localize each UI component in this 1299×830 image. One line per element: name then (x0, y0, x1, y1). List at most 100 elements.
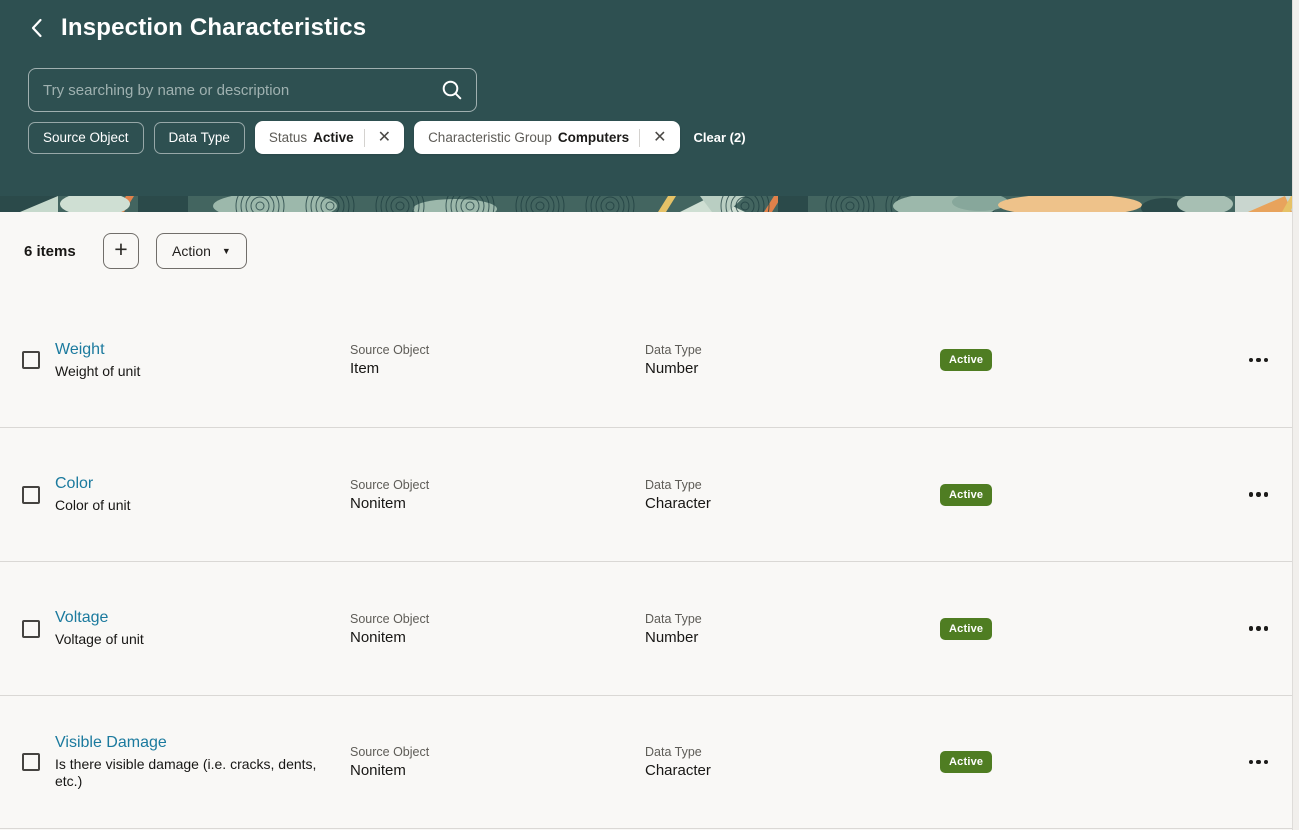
remove-characteristic-group-filter-button[interactable]: ✕ (643, 129, 676, 146)
table-row: Visible Damage Is there visible damage (… (0, 695, 1299, 829)
applied-filter-characteristic-group[interactable]: Characteristic Group Computers ✕ (414, 121, 680, 154)
decorative-pattern (0, 196, 1299, 212)
table-row: Voltage Voltage of unit Source Object No… (0, 561, 1299, 695)
row-actions-cell (1213, 756, 1299, 769)
chip-divider (363, 128, 365, 147)
ellipsis-icon (1248, 626, 1253, 631)
page-title: Inspection Characteristics (61, 13, 367, 41)
data-type-value: Character (645, 762, 711, 779)
status-badge: Active (940, 349, 993, 371)
source-object-value: Nonitem (350, 494, 406, 512)
status-badge: Active (940, 617, 993, 640)
data-type-label: Data Type (645, 611, 702, 626)
row-actions-menu-button[interactable] (1248, 756, 1268, 769)
row-description: Color of unit (55, 497, 131, 514)
row-checkbox-cell (0, 485, 55, 504)
row-actions-cell (1213, 354, 1299, 367)
row-source-object-cell: Source Object Nonitem (350, 612, 645, 646)
chip-divider (639, 128, 641, 147)
row-data-type-cell: Data Type Number (645, 343, 940, 377)
applied-filter-value: Computers (557, 130, 630, 145)
data-type-label: Data Type (645, 343, 702, 357)
status-badge: Active (940, 483, 993, 506)
caret-down-icon: ▼ (221, 246, 231, 256)
row-checkbox-cell (0, 619, 55, 638)
ellipsis-icon (1248, 759, 1253, 765)
source-object-value: Nonitem (350, 628, 406, 646)
row-checkbox[interactable] (22, 753, 40, 771)
row-description: Voltage of unit (55, 631, 144, 648)
source-object-value: Nonitem (350, 762, 406, 779)
row-source-object-cell: Source Object Item (350, 343, 645, 377)
row-name-link[interactable]: Weight (55, 340, 105, 358)
row-source-object-cell: Source Object Nonitem (350, 745, 645, 779)
page-header: Inspection Characteristics Source Object… (0, 0, 1299, 196)
row-actions-menu-button[interactable] (1248, 354, 1268, 367)
applied-filter-label: Characteristic Group (428, 130, 552, 145)
row-checkbox-cell (0, 753, 55, 771)
action-dropdown-label: Action (172, 243, 211, 259)
add-item-button[interactable]: + (103, 233, 139, 269)
status-badge: Active (940, 751, 993, 773)
ellipsis-icon (1248, 357, 1253, 363)
row-name-link[interactable]: Visible Damage (55, 734, 167, 752)
source-object-value: Item (350, 360, 380, 377)
row-actions-menu-button[interactable] (1248, 488, 1268, 501)
list-toolbar: 6 items + Action ▼ (0, 212, 1299, 269)
remove-status-filter-button[interactable]: ✕ (368, 129, 401, 146)
row-name-cell: Voltage Voltage of unit (55, 609, 350, 648)
row-description: Is there visible damage (i.e. cracks, de… (55, 756, 317, 789)
back-button[interactable] (28, 17, 44, 39)
row-actions-cell (1213, 488, 1299, 501)
row-source-object-cell: Source Object Nonitem (350, 478, 645, 512)
row-name-cell: Color Color of unit (55, 475, 350, 514)
data-type-value: Number (645, 628, 699, 646)
data-type-label: Data Type (645, 745, 702, 759)
row-description: Weight of unit (55, 362, 141, 379)
search-button[interactable] (441, 79, 463, 101)
source-object-label: Source Object (350, 745, 430, 759)
clear-filters-button[interactable]: Clear (2) (693, 130, 746, 145)
items-count: 6 items (24, 242, 76, 260)
row-name-link[interactable]: Voltage (55, 609, 109, 627)
row-data-type-cell: Data Type Character (645, 745, 940, 779)
row-status-cell: Active (940, 349, 1213, 371)
ellipsis-icon (1248, 492, 1253, 497)
search-input[interactable] (43, 81, 441, 99)
vertical-scrollbar[interactable] (1292, 0, 1299, 830)
row-status-cell: Active (940, 483, 1213, 506)
row-data-type-cell: Data Type Number (645, 612, 940, 646)
row-actions-cell (1213, 622, 1299, 635)
plus-icon: + (114, 236, 128, 262)
data-type-value: Character (645, 494, 711, 512)
row-checkbox[interactable] (22, 351, 40, 369)
row-checkbox[interactable] (22, 619, 40, 638)
table-row: Color Color of unit Source Object Nonite… (0, 427, 1299, 561)
filter-chip-source-object[interactable]: Source Object (28, 121, 144, 154)
table-row: Weight Weight of unit Source Object Item… (0, 293, 1299, 427)
search-box (28, 68, 477, 112)
back-chevron-icon (31, 18, 42, 37)
row-status-cell: Active (940, 617, 1213, 640)
row-status-cell: Active (940, 751, 1213, 773)
source-object-label: Source Object (350, 343, 430, 357)
row-name-link[interactable]: Color (55, 475, 94, 493)
filter-chip-data-type[interactable]: Data Type (153, 121, 245, 154)
search-icon (442, 80, 462, 100)
characteristics-list: Weight Weight of unit Source Object Item… (0, 293, 1299, 829)
row-checkbox[interactable] (22, 485, 40, 504)
source-object-label: Source Object (350, 611, 430, 626)
filter-bar: Source Object Data Type Status Active ✕ … (28, 121, 1299, 154)
data-type-value: Number (645, 360, 699, 377)
action-dropdown-button[interactable]: Action ▼ (156, 233, 247, 269)
row-actions-menu-button[interactable] (1248, 622, 1268, 635)
row-name-cell: Visible Damage Is there visible damage (… (55, 734, 350, 789)
applied-filter-label: Status (268, 130, 308, 145)
source-object-label: Source Object (350, 477, 430, 492)
row-data-type-cell: Data Type Character (645, 478, 940, 512)
applied-filter-value: Active (313, 130, 354, 145)
row-checkbox-cell (0, 351, 55, 369)
data-type-label: Data Type (645, 477, 702, 492)
row-name-cell: Weight Weight of unit (55, 341, 350, 380)
applied-filter-status[interactable]: Status Active ✕ (254, 121, 405, 154)
